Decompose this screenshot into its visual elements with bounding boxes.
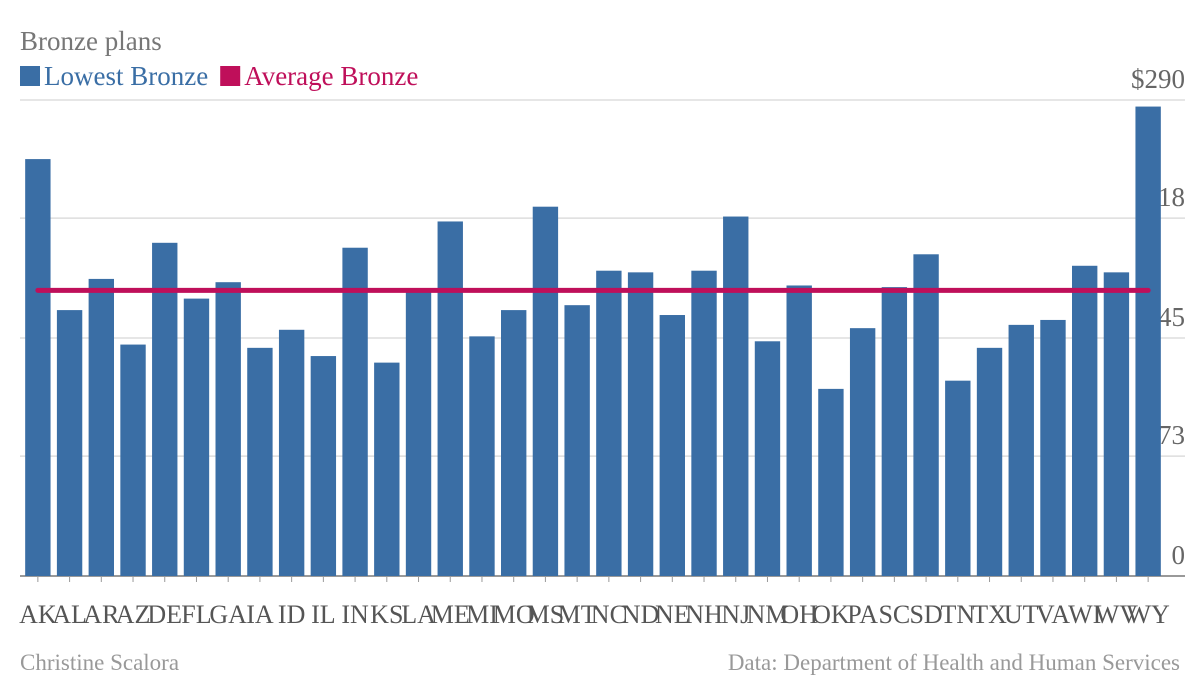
x-tick-label: ME xyxy=(431,600,470,629)
x-tick-label: IA xyxy=(246,600,274,629)
bar xyxy=(1135,106,1161,576)
bar xyxy=(310,356,337,576)
bar xyxy=(1072,265,1098,576)
legend-swatch xyxy=(220,66,241,86)
bar xyxy=(786,285,812,576)
bar xyxy=(56,310,83,576)
source: Data: Department of Health and Human Ser… xyxy=(728,650,1180,675)
x-tick-label: AL xyxy=(52,600,87,629)
bar xyxy=(659,315,685,576)
bar xyxy=(247,347,273,576)
x-tick-label: ND xyxy=(622,600,660,629)
x-tick-label: AR xyxy=(83,600,120,629)
author: Christine Scalora xyxy=(20,650,179,675)
x-tick-label: NC xyxy=(591,600,627,629)
x-tick-label: NH xyxy=(685,600,723,629)
x-tick-label: FL xyxy=(181,600,211,629)
y-tick-label: 0 xyxy=(1172,540,1186,570)
bar xyxy=(818,388,844,576)
x-tick-label: NJ xyxy=(721,600,750,629)
x-tick-label: TX xyxy=(972,600,1007,629)
bar xyxy=(1008,324,1034,576)
bar xyxy=(183,298,210,576)
x-tick-label: MT xyxy=(558,600,597,629)
x-tick-label: SC xyxy=(878,600,910,629)
bar xyxy=(1040,319,1066,576)
x-tick-label: IL xyxy=(311,600,336,629)
bar xyxy=(469,336,495,576)
x-tick-label: ID xyxy=(278,600,305,629)
bar xyxy=(945,380,971,576)
bar xyxy=(437,221,463,576)
y-tick-label: $290 xyxy=(1131,64,1185,94)
bar xyxy=(532,206,559,577)
bar xyxy=(120,344,146,576)
x-tick-label: MO xyxy=(493,600,535,629)
bar xyxy=(374,362,400,576)
bar xyxy=(25,159,51,576)
x-tick-label: WV xyxy=(1095,600,1139,629)
x-tick-label: VA xyxy=(1036,600,1070,629)
legend-label: Lowest Bronze xyxy=(44,61,208,91)
x-tick-label: SD xyxy=(909,600,942,629)
bar xyxy=(564,305,590,576)
bar xyxy=(913,254,939,576)
bar xyxy=(849,328,876,576)
x-tick-label: IN xyxy=(341,600,369,629)
x-tick-label: GA xyxy=(209,600,247,629)
bar xyxy=(754,341,781,576)
bar xyxy=(405,290,432,576)
x-tick-label: AZ xyxy=(116,600,151,629)
bar xyxy=(627,272,654,576)
legend-label: Average Bronze xyxy=(244,61,418,91)
x-tick-label: PA xyxy=(847,600,878,629)
x-tick-label: AK xyxy=(19,600,57,629)
bar xyxy=(691,270,717,576)
bar xyxy=(881,287,908,576)
x-tick-label: WI xyxy=(1068,600,1101,629)
bar xyxy=(501,310,527,576)
x-tick-label: OK xyxy=(812,600,850,629)
bar xyxy=(342,247,368,577)
x-tick-label: NM xyxy=(747,600,789,629)
x-tick-label: KS xyxy=(370,600,403,629)
x-tick-label: DE xyxy=(147,600,182,629)
bar xyxy=(88,278,114,576)
chart-title: Bronze plans xyxy=(20,26,162,56)
x-tick-label: MI xyxy=(466,600,498,629)
bar xyxy=(152,242,178,577)
bar xyxy=(1103,272,1130,576)
x-tick-label: LA xyxy=(401,600,436,629)
x-tick-label: OH xyxy=(780,600,818,629)
bar xyxy=(278,329,305,576)
x-tick-label: TN xyxy=(940,600,975,629)
y-tick-label: 73 xyxy=(1158,420,1185,450)
bar xyxy=(723,216,749,576)
bar xyxy=(976,347,1003,576)
x-tick-label: UT xyxy=(1004,600,1039,629)
bar xyxy=(215,282,241,576)
x-tick-label: NE xyxy=(655,600,690,629)
x-tick-label: MS xyxy=(527,600,565,629)
legend-swatch xyxy=(20,66,40,86)
x-tick-label: WY xyxy=(1126,600,1170,629)
bar xyxy=(596,270,622,576)
